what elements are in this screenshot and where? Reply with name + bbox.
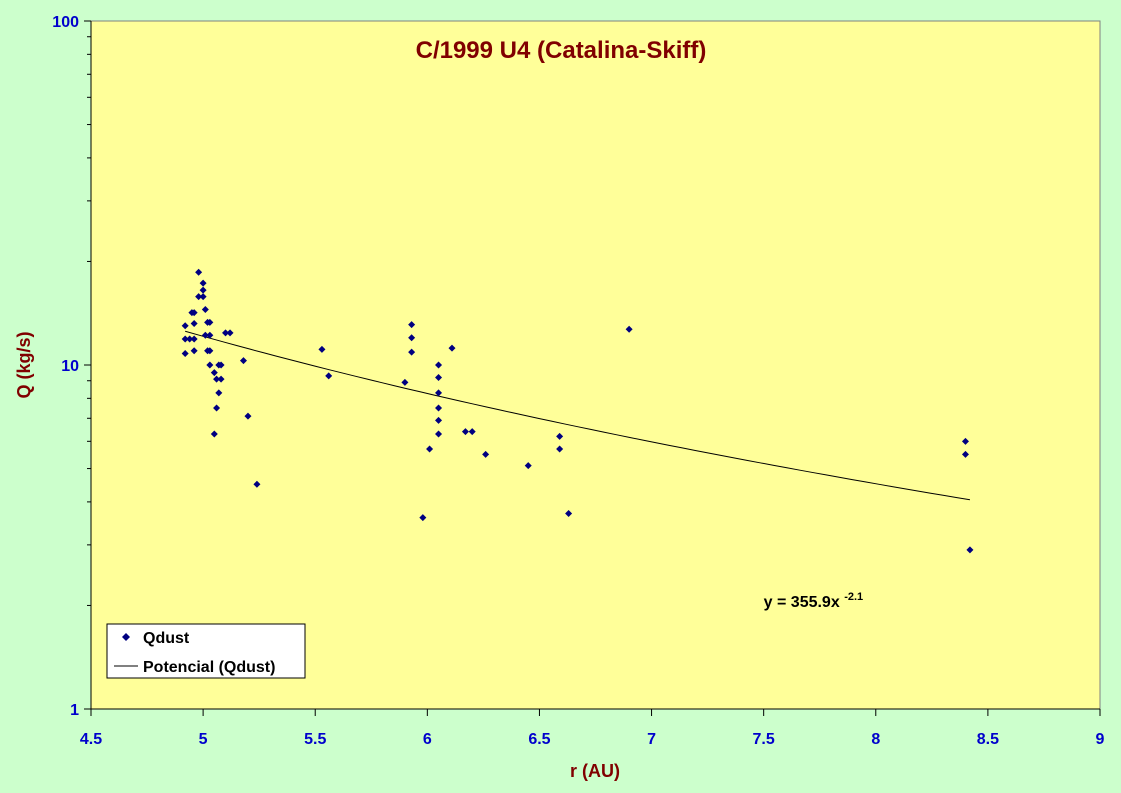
data-point — [524, 462, 532, 470]
y-tick-label: 100 — [52, 14, 79, 31]
legend: Qdust Potencial (Qdust) — [106, 623, 306, 679]
data-point — [195, 293, 203, 301]
data-point — [408, 348, 416, 356]
data-point — [206, 331, 214, 339]
data-point — [408, 321, 416, 329]
chart-title: C/1999 U4 (Catalina-Skiff) — [416, 37, 707, 64]
data-point — [318, 345, 326, 353]
data-point — [435, 389, 443, 397]
x-tick-label: 7.5 — [753, 731, 775, 748]
x-tick-label: 8 — [871, 731, 880, 748]
data-point — [482, 450, 490, 458]
x-tick-label: 8.5 — [977, 731, 999, 748]
data-point — [435, 404, 443, 412]
data-point — [201, 305, 209, 313]
data-point — [210, 369, 218, 377]
y-axis-title: Q (kg/s) — [14, 331, 34, 398]
legend-label-qdust: Qdust — [143, 630, 190, 647]
data-point — [435, 361, 443, 369]
equation-base: y = 355.9x — [764, 594, 840, 611]
x-tick-label: 4.5 — [80, 731, 102, 748]
data-point — [213, 404, 221, 412]
data-point — [217, 375, 225, 383]
data-point — [186, 335, 194, 343]
data-point — [435, 373, 443, 381]
data-point — [448, 344, 456, 352]
trendline-potencial — [185, 330, 971, 501]
data-point — [222, 329, 230, 337]
data-point — [961, 450, 969, 458]
y-axis: 1 10 100 — [52, 14, 92, 719]
data-point — [468, 428, 476, 436]
data-point — [217, 361, 225, 369]
legend-diamond-marker — [122, 633, 130, 641]
data-point — [325, 372, 333, 380]
data-point — [556, 432, 564, 440]
data-point — [206, 361, 214, 369]
x-axis-title: r (AU) — [570, 761, 620, 781]
data-point — [199, 293, 207, 301]
x-axis: 4.5 5 5.5 6 6.5 7 7.5 8 8.5 9 — [80, 708, 1105, 748]
data-point — [253, 480, 261, 488]
plot-area — [90, 20, 1101, 710]
trendline-equation: y = 355.9x -2.1 — [764, 591, 864, 611]
data-point — [565, 510, 573, 518]
data-point — [625, 325, 633, 333]
data-point — [181, 322, 189, 330]
data-point — [210, 430, 218, 438]
x-tick-label: 9 — [1096, 731, 1105, 748]
data-point — [190, 335, 198, 343]
data-point — [199, 286, 207, 294]
data-point — [556, 445, 564, 453]
data-point — [206, 318, 214, 326]
qdust-points — [181, 268, 974, 554]
data-point — [190, 309, 198, 317]
x-tick-label: 7 — [647, 731, 656, 748]
data-point — [190, 320, 198, 328]
x-tick-label: 5 — [199, 731, 208, 748]
data-point — [201, 331, 209, 339]
data-point — [181, 335, 189, 343]
y-tick-label: 1 — [70, 702, 79, 719]
data-point — [213, 375, 221, 383]
data-point — [195, 268, 203, 276]
data-point — [435, 416, 443, 424]
data-point — [966, 546, 974, 554]
data-point — [199, 279, 207, 287]
data-point — [206, 347, 214, 355]
data-point — [181, 350, 189, 358]
data-point — [419, 514, 427, 522]
data-point — [401, 378, 409, 386]
data-point — [461, 428, 469, 436]
x-tick-label: 5.5 — [304, 731, 326, 748]
legend-box — [106, 623, 306, 679]
data-point — [408, 334, 416, 342]
data-point — [190, 347, 198, 355]
x-tick-label: 6.5 — [528, 731, 550, 748]
data-point — [239, 357, 247, 365]
legend-label-potencial: Potencial (Qdust) — [143, 659, 275, 676]
data-point — [226, 329, 234, 337]
equation-exponent: -2.1 — [844, 591, 863, 603]
x-tick-label: 6 — [423, 731, 432, 748]
data-point — [435, 430, 443, 438]
data-point — [215, 389, 223, 397]
data-point — [961, 437, 969, 445]
data-point — [426, 445, 434, 453]
y-tick-label: 10 — [61, 358, 79, 375]
data-point — [244, 412, 252, 420]
